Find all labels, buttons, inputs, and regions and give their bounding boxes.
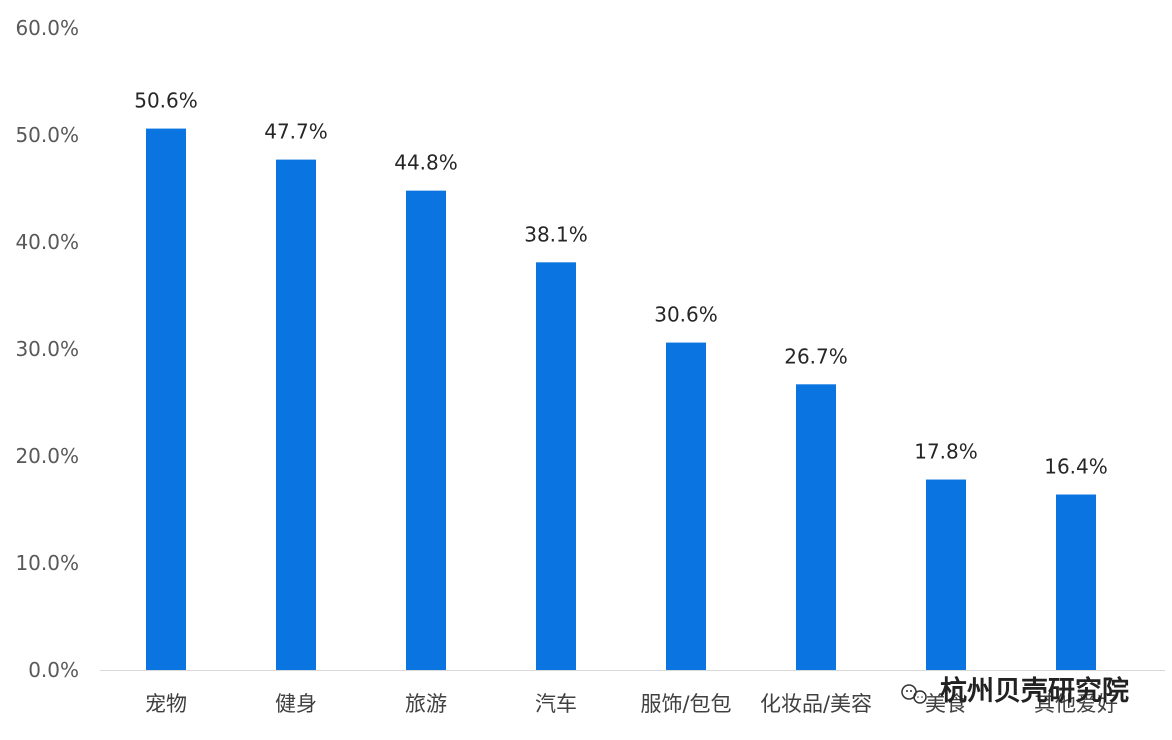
y-tick-label: 10.0% bbox=[15, 551, 79, 575]
bar bbox=[536, 262, 576, 670]
x-tick-label: 美食 bbox=[925, 692, 967, 716]
x-tick-label: 旅游 bbox=[405, 692, 447, 716]
data-label: 38.1% bbox=[524, 222, 588, 246]
watermark-text: 杭州贝壳研究院 bbox=[940, 675, 1129, 707]
y-tick-label: 40.0% bbox=[15, 230, 79, 254]
x-tick-label: 汽车 bbox=[535, 692, 577, 716]
category-labels-group: 宠物 健身 旅游 汽车 服饰/包包 化妆品/美容 美食 其他爱好 bbox=[145, 692, 1118, 716]
bar bbox=[1056, 494, 1096, 670]
x-tick-label: 健身 bbox=[275, 692, 317, 716]
bar bbox=[146, 128, 186, 670]
bars-group bbox=[146, 128, 1096, 671]
data-label: 30.6% bbox=[654, 303, 718, 327]
data-label: 16.4% bbox=[1044, 455, 1108, 479]
bar bbox=[666, 342, 706, 670]
bar bbox=[406, 190, 446, 670]
x-tick-label: 其他爱好 bbox=[1034, 692, 1118, 716]
data-label: 26.7% bbox=[784, 344, 848, 368]
y-tick-label: 60.0% bbox=[15, 16, 79, 40]
x-tick-label: 化妆品/美容 bbox=[760, 692, 872, 716]
data-label: 17.8% bbox=[914, 440, 978, 464]
data-label: 47.7% bbox=[264, 120, 328, 144]
data-labels-group: 50.6% 47.7% 44.8% 38.1% 30.6% 26.7% 17.8% 16.4% bbox=[134, 89, 1108, 479]
x-tick-label: 宠物 bbox=[145, 692, 187, 716]
x-tick-label: 服饰/包包 bbox=[640, 692, 731, 716]
bar bbox=[796, 384, 836, 670]
y-axis-tick-labels: 0.0% 10.0% 20.0% 30.0% 40.0% 50.0% 60.0% bbox=[15, 16, 79, 682]
y-tick-label: 0.0% bbox=[28, 658, 79, 682]
wechat-icon bbox=[901, 684, 927, 704]
data-label: 44.8% bbox=[394, 151, 458, 175]
watermark: 杭州贝壳研究院 bbox=[901, 675, 1129, 707]
bar bbox=[276, 159, 316, 671]
y-tick-label: 20.0% bbox=[15, 444, 79, 468]
y-tick-label: 50.0% bbox=[15, 123, 79, 147]
y-tick-label: 30.0% bbox=[15, 337, 79, 361]
bar bbox=[926, 479, 966, 670]
data-label: 50.6% bbox=[134, 89, 198, 113]
